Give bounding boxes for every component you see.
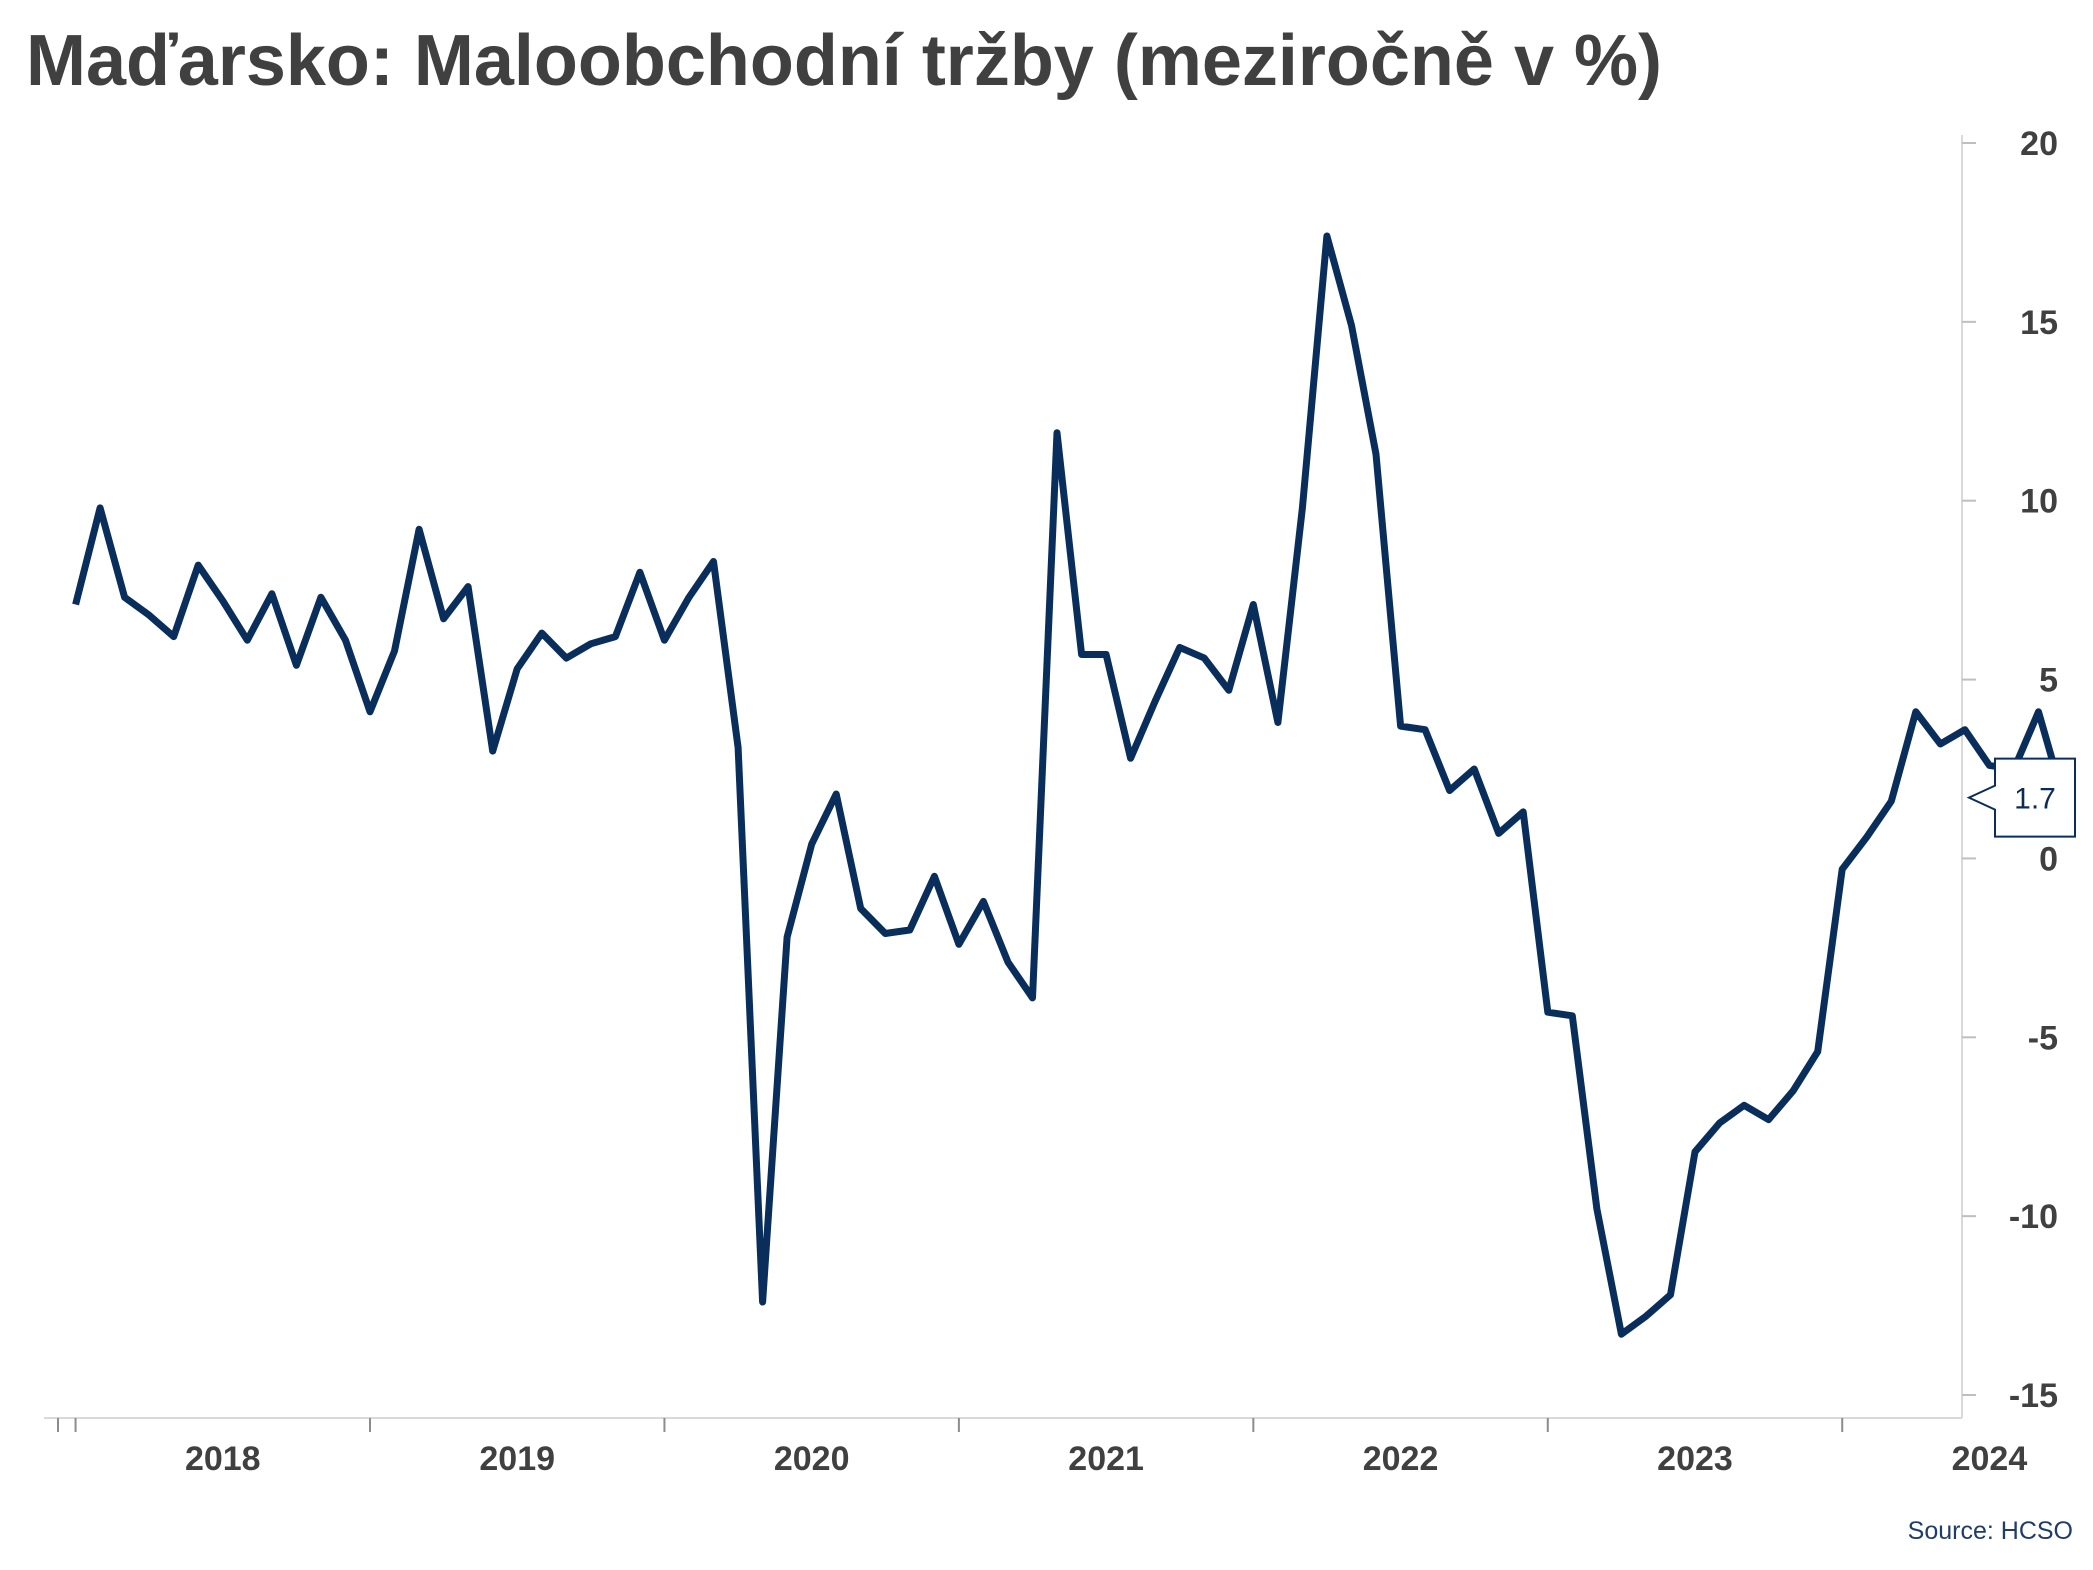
y-tick-label: 5 (2039, 662, 2058, 700)
series-line (72, 232, 2067, 1338)
x-tick-label: 2023 (1657, 1440, 1733, 1478)
x-tick-label: 2021 (1068, 1440, 1144, 1478)
x-tick-label: 2020 (774, 1440, 850, 1478)
y-tick-label: 20 (2020, 125, 2058, 163)
source-note: Source: HCSO (1907, 1517, 2073, 1545)
callout-box (1966, 757, 2076, 838)
x-tick-label: 2022 (1363, 1440, 1439, 1478)
x-tick-label: 2018 (185, 1440, 261, 1478)
axes: -15 -10 -5 0 5 10 15 20 2018 2019 2020 2021 2022 2023… (44, 125, 2058, 1478)
series-group (72, 232, 2067, 1338)
y-tick-label: 15 (2020, 304, 2058, 342)
y-tick-label: -15 (2009, 1377, 2058, 1415)
x-tick-label: 2019 (479, 1440, 555, 1478)
chart-title: Maďarsko: Maloobchodní tržby (meziročně … (26, 21, 1662, 101)
y-tick-label: -5 (2028, 1019, 2058, 1057)
x-tick-label: 2024 (1952, 1440, 2028, 1478)
y-tick-label: 0 (2039, 840, 2058, 878)
last-value-callout: 1.7 (1966, 757, 2076, 838)
last-value-label: 1.7 (2014, 783, 2056, 816)
y-tick-label: 10 (2020, 483, 2058, 521)
y-tick-label: -10 (2009, 1198, 2058, 1236)
